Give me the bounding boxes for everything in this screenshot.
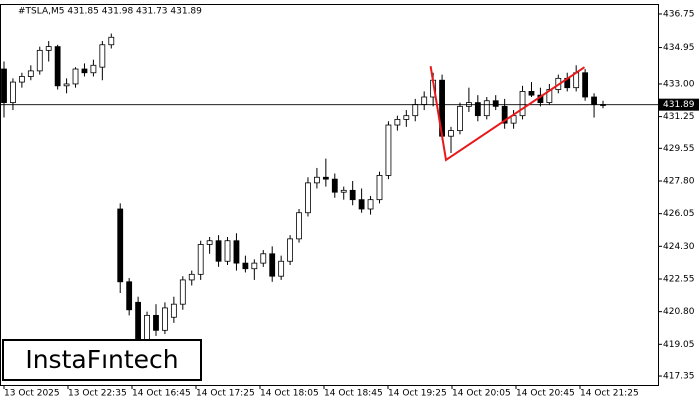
candle-body [162, 307, 168, 331]
x-tick-label: 13 Oct 2025 [4, 389, 60, 399]
candle-body [81, 68, 88, 74]
candle-body [492, 100, 499, 107]
candle-body [421, 96, 428, 105]
candle-body [305, 182, 311, 214]
candle-body [376, 175, 383, 201]
logo: InstaFıntech [25, 345, 178, 374]
y-tick-label: 436.75 [663, 9, 695, 19]
y-tick-label: 424.30 [663, 242, 695, 252]
y-tick-label: 417.35 [663, 372, 695, 382]
candle-body [108, 36, 115, 46]
candle-body [483, 100, 490, 117]
x-tick-label: 14 Oct 19:25 [388, 389, 447, 399]
candle-body [27, 70, 34, 77]
candle-body [153, 314, 159, 331]
candle-body [206, 240, 213, 245]
candle-body [1, 68, 7, 104]
candle-body [519, 91, 526, 117]
candle-body [36, 49, 43, 72]
y-tick-label: 419.05 [663, 340, 695, 350]
candle-body [340, 189, 347, 193]
y-tick-label: 429.55 [663, 144, 695, 154]
candle-body [260, 253, 267, 264]
x-tick-label: 14 Oct 16:45 [132, 389, 191, 399]
y-tick-label: 434.95 [663, 43, 695, 53]
candle-body [385, 124, 392, 176]
x-tick-label: 13 Oct 22:35 [68, 389, 127, 399]
candle-body [170, 303, 177, 318]
candle-body [54, 46, 61, 87]
x-tick-label: 14 Oct 21:25 [580, 389, 639, 399]
candle-body [322, 176, 329, 180]
candle-body [296, 212, 302, 240]
candle-body [233, 240, 240, 264]
candle-body [474, 102, 481, 117]
candle-body [251, 262, 258, 270]
plot-frame [0, 4, 659, 386]
x-tick-label: 14 Oct 18:45 [324, 389, 383, 399]
pattern-line [429, 66, 586, 162]
chart-title: #TSLA,M5 431.85 431.98 431.73 431.89 [18, 7, 202, 17]
x-tick-label: 14 Oct 18:05 [260, 389, 319, 399]
candle-body [224, 240, 231, 262]
candle-body [412, 104, 419, 117]
y-tick-label: 422.55 [663, 274, 695, 284]
candle-body [63, 83, 70, 87]
candle-body [403, 115, 410, 120]
candle-body [278, 260, 285, 277]
candle-body [10, 81, 16, 104]
candle-body [349, 189, 356, 201]
current-price-label: 431.89 [663, 100, 695, 110]
x-tick-label: 14 Oct 20:45 [516, 389, 575, 399]
candle-body [242, 262, 249, 270]
y-tick-label: 427.80 [663, 177, 695, 187]
candle-body [99, 44, 106, 68]
y-tick-label: 420.80 [663, 307, 695, 317]
y-tick-label: 433.00 [663, 79, 695, 89]
candle-body [582, 72, 589, 98]
candle-body [90, 64, 97, 74]
x-tick-label: 14 Oct 17:25 [196, 389, 255, 399]
candle-body [188, 273, 195, 281]
candle-body [394, 119, 401, 126]
y-tick-label: 426.05 [663, 209, 695, 219]
candle-body [126, 281, 133, 311]
candle-body [457, 105, 463, 132]
candle-body [358, 199, 365, 210]
logo-box [2, 339, 202, 381]
candle-body [197, 244, 204, 275]
candle-body [367, 199, 374, 210]
candle-body [117, 208, 124, 283]
x-tick-label: 14 Oct 20:05 [452, 389, 511, 399]
candle-body [528, 91, 535, 96]
y-tick-label: 431.25 [663, 112, 695, 122]
candle-body [591, 96, 597, 105]
candle-body [269, 253, 276, 277]
candle-body [45, 46, 52, 51]
candle-body [72, 68, 79, 85]
candle-body [331, 178, 338, 193]
candle-body [18, 76, 25, 83]
candle-body [215, 240, 222, 262]
candle-body [179, 279, 186, 305]
current-price-box [659, 98, 699, 111]
candle-body [314, 176, 320, 184]
candle-body [448, 130, 454, 137]
candle-body [135, 301, 142, 346]
candle-body [287, 238, 293, 262]
candle-body [501, 105, 508, 124]
